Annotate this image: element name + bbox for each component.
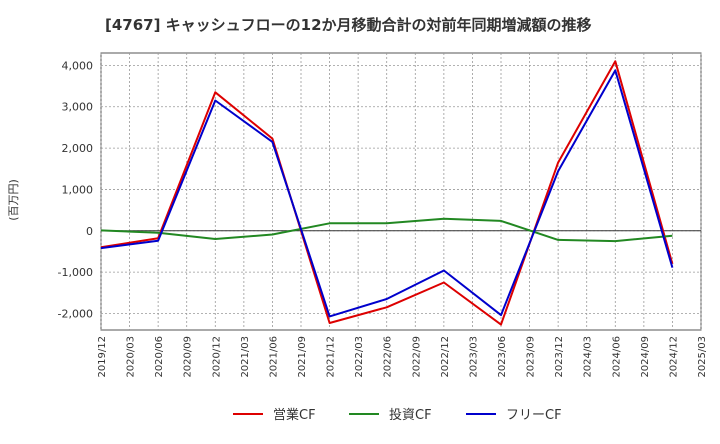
x-tick-label: 2020/12 [211,336,222,378]
x-tick-label: 2021/12 [326,336,337,378]
legend-label: 投資CF [389,407,432,423]
y-tick-label: 1,000 [62,183,94,196]
x-tick-label: 2021/09 [297,336,308,378]
legend: 営業CF 投資CF フリーCF [233,407,562,423]
series-line [100,60,674,326]
axes: 4,000 3,000 2,000 1,000 0 -1,000 -2,000 2019/12… [58,59,708,377]
x-tick-label: 2022/03 [354,336,365,378]
x-tick-label: 2023/06 [497,336,508,378]
x-tick-label: 2024/06 [611,336,622,378]
x-tick-label: 2020/03 [126,336,137,378]
y-tick-label: 4,000 [62,59,94,72]
series-line [100,217,673,243]
legend-label: フリーCF [506,408,562,423]
y-tick-label: 2,000 [62,142,94,155]
series-line [100,69,674,318]
series-lines [100,60,674,326]
x-tick-label: 2025/03 [697,336,708,378]
x-tick-label: 2023/09 [526,336,537,378]
y-tick-label: -1,000 [58,266,93,279]
x-tick-label: 2021/03 [240,336,251,378]
x-tick-label: 2022/12 [440,336,451,378]
x-tick-label: 2023/12 [554,336,565,378]
x-tick-label: 2019/12 [97,336,108,378]
chart-title: [4767] キャッシュフローの12か月移動合計の対前年同期増減額の推移 [105,16,592,34]
x-tick-label: 2024/09 [640,336,651,378]
plot-area [100,52,702,331]
x-tick-label: 2024/03 [583,336,594,378]
y-tick-label: 3,000 [62,101,94,114]
legend-label: 営業CF [273,407,316,423]
grid [100,52,702,331]
x-tick-label: 2020/09 [183,336,194,378]
x-tick-label: 2020/06 [154,336,165,378]
x-tick-label: 2023/03 [468,336,479,378]
x-tick-label: 2024/12 [668,336,679,378]
x-tick-label: 2022/06 [383,336,394,378]
y-tick-label: -2,000 [58,307,93,320]
x-tick-label: 2022/09 [411,336,422,378]
y-tick-label: 0 [86,225,93,238]
x-tick-label: 2021/06 [268,336,279,378]
y-axis-label: (百万円) [7,179,20,221]
